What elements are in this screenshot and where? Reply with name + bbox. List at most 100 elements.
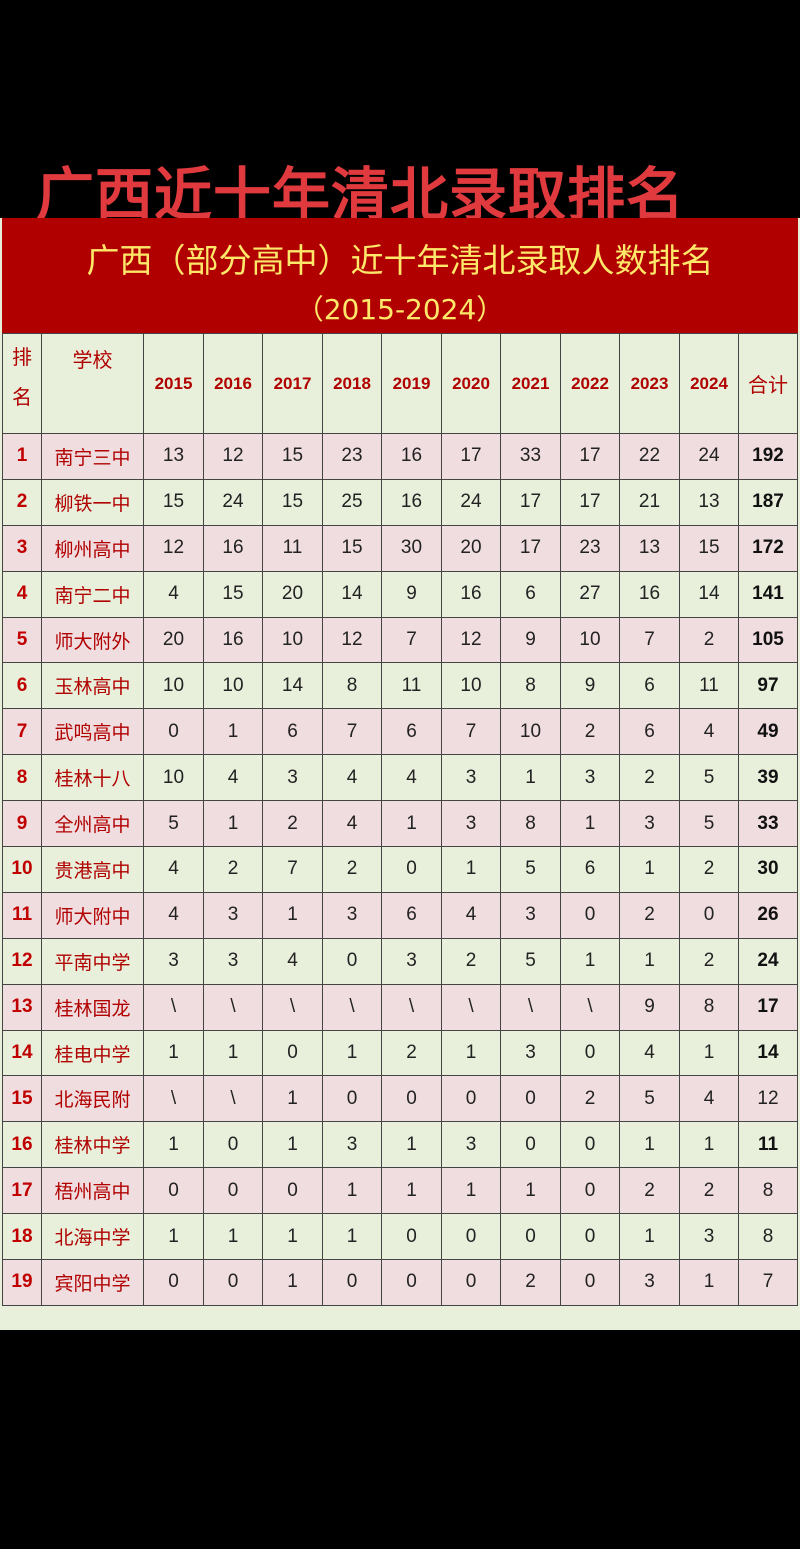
year-value-cell: 0 bbox=[441, 1259, 501, 1306]
year-value-cell: 0 bbox=[203, 1121, 263, 1169]
header-year-2017: 2017 bbox=[262, 333, 323, 434]
year-value-cell: 7 bbox=[381, 616, 442, 664]
rank-cell: 11 bbox=[2, 891, 42, 939]
year-value-cell: 0 bbox=[143, 1167, 204, 1215]
year-value-cell: 7 bbox=[322, 708, 382, 756]
year-value-cell: 5 bbox=[500, 846, 561, 893]
year-value-cell: 4 bbox=[143, 570, 204, 618]
year-value-cell: 5 bbox=[500, 937, 561, 985]
rank-cell: 8 bbox=[2, 754, 42, 802]
year-value-cell: 24 bbox=[679, 433, 739, 480]
year-value-cell: 5 bbox=[143, 800, 204, 848]
year-value-cell: 4 bbox=[143, 846, 204, 893]
year-value-cell: 5 bbox=[679, 800, 739, 848]
year-value-cell: 3 bbox=[619, 800, 680, 848]
year-value-cell: 20 bbox=[441, 524, 501, 572]
year-value-cell: 0 bbox=[143, 1259, 204, 1306]
year-value-cell: 8 bbox=[322, 662, 382, 710]
school-name-cell: 北海中学 bbox=[41, 1213, 144, 1261]
total-cell: 8 bbox=[738, 1213, 798, 1261]
year-value-cell: 2 bbox=[381, 1029, 442, 1077]
year-value-cell: 1 bbox=[203, 800, 263, 848]
rank-cell: 10 bbox=[2, 846, 42, 893]
total-cell: 33 bbox=[738, 800, 798, 848]
year-value-cell: 3 bbox=[619, 1259, 680, 1306]
year-value-cell: 6 bbox=[619, 662, 680, 710]
year-value-cell: 6 bbox=[262, 708, 323, 756]
total-cell: 192 bbox=[738, 433, 798, 480]
year-value-cell: 3 bbox=[322, 1121, 382, 1169]
table-row: 13 桂林国龙 \ \ \ \ \ \ \ \ 9 8 17 bbox=[2, 983, 798, 1031]
year-value-cell: \ bbox=[203, 983, 263, 1031]
year-value-cell: 2 bbox=[679, 937, 739, 985]
year-value-cell: 4 bbox=[322, 754, 382, 802]
year-value-cell: 1 bbox=[441, 1029, 501, 1077]
table-row: 12 平南中学 3 3 4 0 3 2 5 1 1 2 24 bbox=[2, 937, 798, 985]
school-name-cell: 北海民附 bbox=[41, 1075, 144, 1123]
year-value-cell: 1 bbox=[262, 1259, 323, 1306]
year-value-cell: 13 bbox=[619, 524, 680, 572]
year-value-cell: 10 bbox=[560, 616, 620, 664]
year-value-cell: 16 bbox=[203, 524, 263, 572]
year-value-cell: 1 bbox=[143, 1121, 204, 1169]
year-value-cell: 10 bbox=[143, 662, 204, 710]
year-value-cell: 10 bbox=[203, 662, 263, 710]
year-value-cell: 1 bbox=[679, 1259, 739, 1306]
year-value-cell: 1 bbox=[203, 1029, 263, 1077]
table-banner: 广西（部分高中）近十年清北录取人数排名 （2015-2024） bbox=[2, 218, 798, 333]
year-value-cell: 0 bbox=[203, 1259, 263, 1306]
year-value-cell: 0 bbox=[560, 1167, 620, 1215]
year-value-cell: 1 bbox=[322, 1029, 382, 1077]
year-value-cell: 3 bbox=[560, 754, 620, 802]
year-value-cell: 11 bbox=[262, 524, 323, 572]
school-name-cell: 南宁二中 bbox=[41, 570, 144, 618]
year-value-cell: 0 bbox=[500, 1213, 561, 1261]
table-row: 3 柳州高中 12 16 11 15 30 20 17 23 13 15 172 bbox=[2, 524, 798, 572]
year-value-cell: 2 bbox=[203, 846, 263, 893]
school-name-cell: 柳州高中 bbox=[41, 524, 144, 572]
rank-cell: 18 bbox=[2, 1213, 42, 1261]
year-value-cell: 1 bbox=[441, 846, 501, 893]
total-cell: 30 bbox=[738, 846, 798, 893]
year-value-cell: 1 bbox=[203, 1213, 263, 1261]
year-value-cell: 1 bbox=[322, 1167, 382, 1215]
year-value-cell: 3 bbox=[500, 1029, 561, 1077]
year-value-cell: 2 bbox=[619, 1167, 680, 1215]
school-name-cell: 桂林国龙 bbox=[41, 983, 144, 1031]
year-value-cell: 4 bbox=[441, 891, 501, 939]
year-value-cell: 1 bbox=[679, 1121, 739, 1169]
year-value-cell: 24 bbox=[203, 478, 263, 526]
year-value-cell: \ bbox=[500, 983, 561, 1031]
year-value-cell: 15 bbox=[203, 570, 263, 618]
year-value-cell: 1 bbox=[381, 1121, 442, 1169]
rank-cell: 6 bbox=[2, 662, 42, 710]
year-value-cell: 20 bbox=[143, 616, 204, 664]
year-value-cell: 0 bbox=[322, 1259, 382, 1306]
total-cell: 17 bbox=[738, 983, 798, 1031]
year-value-cell: 0 bbox=[203, 1167, 263, 1215]
year-value-cell: 10 bbox=[143, 754, 204, 802]
table-row: 2 柳铁一中 15 24 15 25 16 24 17 17 21 13 187 bbox=[2, 478, 798, 526]
year-value-cell: 8 bbox=[500, 662, 561, 710]
year-value-cell: 3 bbox=[441, 1121, 501, 1169]
total-cell: 49 bbox=[738, 708, 798, 756]
year-value-cell: 5 bbox=[619, 1075, 680, 1123]
total-cell: 24 bbox=[738, 937, 798, 985]
year-value-cell: 14 bbox=[322, 570, 382, 618]
year-value-cell: 2 bbox=[679, 1167, 739, 1215]
year-value-cell: 1 bbox=[619, 1121, 680, 1169]
year-value-cell: 3 bbox=[203, 937, 263, 985]
year-value-cell: 6 bbox=[381, 891, 442, 939]
year-value-cell: 7 bbox=[262, 846, 323, 893]
year-value-cell: 2 bbox=[560, 1075, 620, 1123]
year-value-cell: 1 bbox=[143, 1029, 204, 1077]
year-value-cell: 15 bbox=[322, 524, 382, 572]
year-value-cell: 0 bbox=[441, 1213, 501, 1261]
year-value-cell: \ bbox=[143, 1075, 204, 1123]
year-value-cell: 16 bbox=[381, 478, 442, 526]
year-value-cell: 2 bbox=[441, 937, 501, 985]
year-value-cell: 4 bbox=[679, 1075, 739, 1123]
year-value-cell: 17 bbox=[500, 478, 561, 526]
page-title: 广西近十年清北录取排名 bbox=[36, 161, 686, 229]
year-value-cell: 1 bbox=[679, 1029, 739, 1077]
